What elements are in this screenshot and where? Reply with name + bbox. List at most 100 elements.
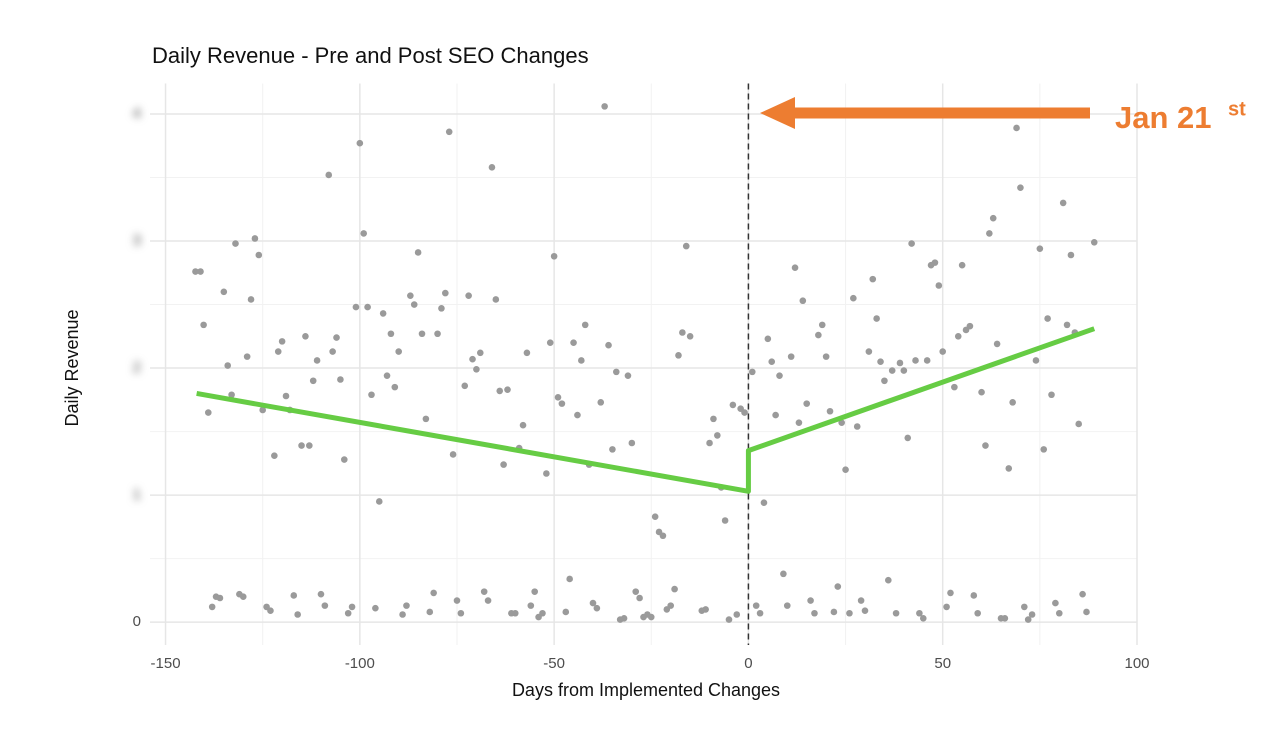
point — [609, 446, 616, 453]
point — [337, 376, 344, 383]
point — [224, 362, 232, 369]
point — [760, 499, 768, 507]
point — [488, 164, 496, 171]
y-tick-label: 1 — [133, 486, 141, 503]
point — [780, 570, 787, 578]
point — [834, 583, 842, 590]
point — [966, 322, 974, 330]
point — [449, 451, 457, 458]
point — [566, 575, 573, 583]
point — [714, 432, 721, 439]
point — [368, 391, 375, 399]
chart-title: Daily Revenue - Pre and Post SEO Changes — [152, 43, 589, 68]
plot — [192, 83, 1098, 645]
point — [578, 357, 585, 364]
point — [679, 329, 686, 336]
point — [873, 315, 880, 322]
x-tick-label: 100 — [1124, 655, 1149, 672]
point — [807, 597, 814, 604]
point — [453, 597, 461, 604]
point — [492, 296, 500, 303]
point — [1013, 124, 1020, 132]
point — [1032, 357, 1040, 364]
point — [982, 442, 989, 449]
point — [430, 589, 437, 597]
point — [916, 609, 923, 617]
point — [818, 321, 826, 329]
point — [939, 348, 947, 355]
point — [721, 517, 729, 524]
point — [1040, 446, 1048, 453]
point — [1059, 199, 1067, 207]
annotation: Jan 21 st — [760, 97, 1246, 135]
point — [204, 409, 212, 416]
point — [438, 305, 445, 312]
point — [581, 321, 589, 329]
y-axis-label: Daily Revenue — [62, 309, 82, 426]
point — [846, 609, 853, 617]
point — [356, 139, 364, 147]
point — [768, 358, 776, 366]
point — [904, 434, 912, 442]
point — [1017, 184, 1024, 191]
annotation-suffix: st — [1228, 98, 1246, 120]
point — [1036, 245, 1044, 252]
point — [274, 348, 282, 355]
point — [803, 400, 811, 407]
point — [543, 470, 550, 477]
point — [624, 372, 632, 379]
point — [546, 339, 554, 346]
point — [908, 240, 915, 247]
point — [783, 602, 791, 609]
point — [309, 377, 317, 385]
point — [539, 609, 546, 617]
point — [947, 589, 954, 597]
point — [892, 609, 900, 617]
point — [811, 609, 818, 617]
point — [282, 392, 290, 400]
point — [1067, 251, 1075, 259]
point — [589, 599, 597, 607]
point — [830, 608, 838, 616]
point — [267, 607, 274, 615]
point — [340, 456, 348, 463]
point — [826, 407, 834, 415]
point — [554, 393, 562, 401]
point — [531, 588, 538, 595]
point — [741, 409, 748, 416]
point — [461, 382, 469, 390]
point — [605, 341, 612, 349]
point — [192, 268, 199, 275]
point — [220, 288, 228, 296]
point — [620, 615, 628, 622]
point — [888, 367, 896, 374]
point — [255, 251, 263, 259]
point — [476, 349, 484, 357]
point — [1055, 609, 1063, 617]
point — [1024, 616, 1032, 623]
x-tick-label: -100 — [345, 655, 375, 672]
point — [352, 303, 360, 311]
point — [885, 576, 892, 584]
point — [993, 340, 1001, 348]
point — [562, 608, 570, 616]
point — [632, 588, 640, 595]
annotation-text: Jan 21 — [1115, 100, 1212, 135]
point — [853, 423, 861, 430]
point — [1044, 315, 1051, 322]
point — [228, 391, 235, 399]
point — [484, 597, 492, 604]
point — [251, 235, 259, 242]
point — [954, 333, 962, 340]
point — [558, 400, 566, 407]
point — [628, 439, 636, 447]
point — [259, 406, 266, 414]
x-tick-label: -50 — [543, 655, 565, 672]
point — [278, 338, 286, 345]
point — [271, 452, 278, 460]
point — [325, 171, 333, 179]
point — [329, 348, 336, 355]
point — [970, 592, 978, 599]
x-tick-label: 0 — [744, 655, 752, 672]
